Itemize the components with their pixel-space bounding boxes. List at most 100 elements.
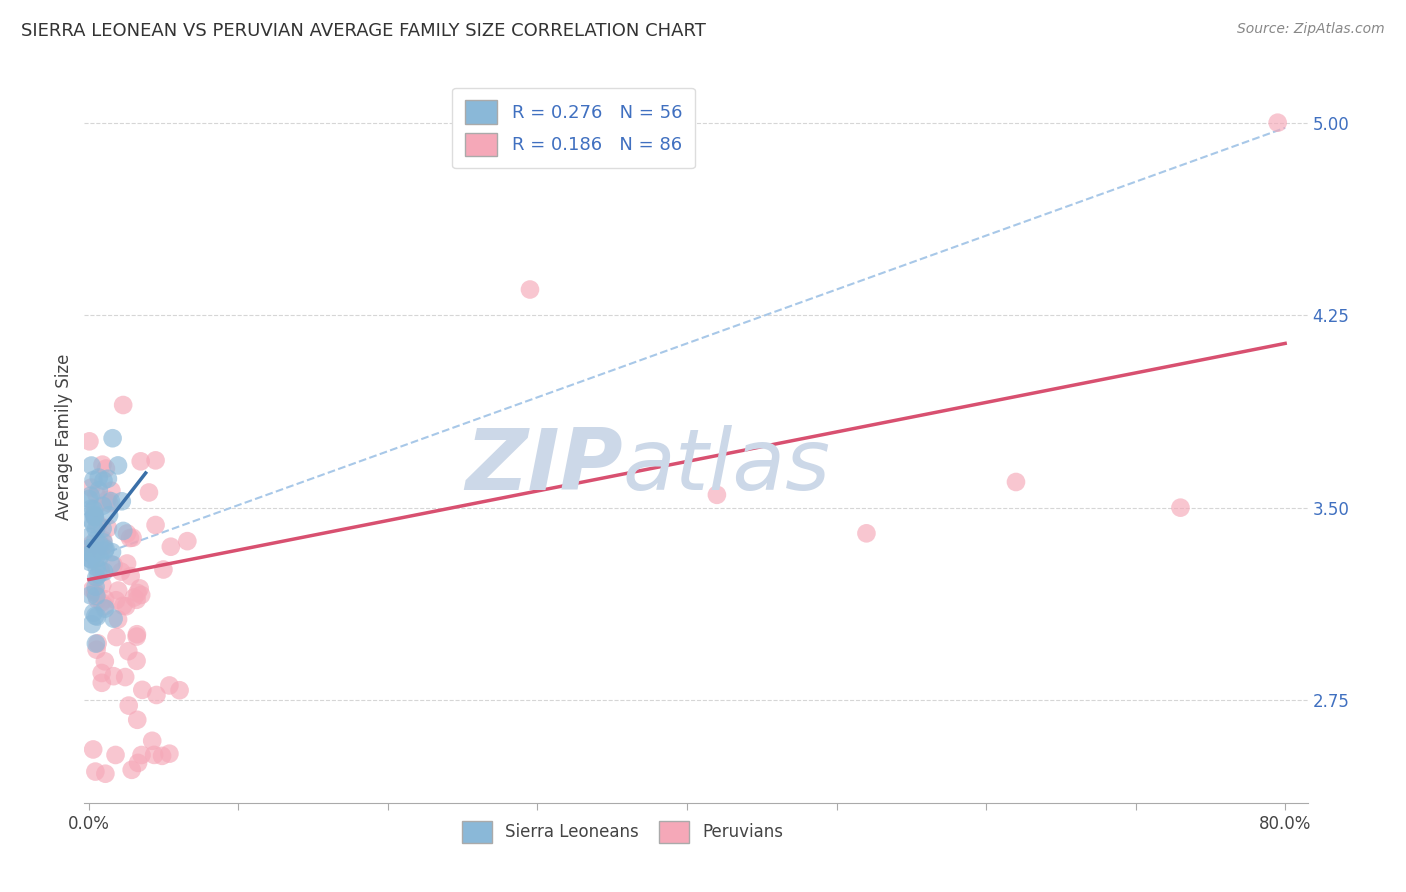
Point (79, 530, 101, 544)
Point (94, 654, 117, 668)
Point (89, 536, 111, 550)
Point (122, 591, 145, 605)
Point (86, 592, 108, 607)
Point (100, 483, 122, 498)
Y-axis label: Average Family Size: Average Family Size (55, 354, 73, 520)
Point (87, 483, 110, 498)
Point (519, 283, 541, 297)
Point (86, 487, 108, 501)
Text: SIERRA LEONEAN VS PERUVIAN AVERAGE FAMILY SIZE CORRELATION CHART: SIERRA LEONEAN VS PERUVIAN AVERAGE FAMIL… (21, 22, 706, 40)
Point (131, 747, 153, 762)
Point (90, 563, 112, 577)
Point (93, 474, 115, 488)
Point (98, 508, 121, 523)
Point (87, 567, 110, 582)
Point (145, 453, 167, 467)
Point (90, 544, 112, 558)
Point (125, 654, 148, 668)
Point (80, 537, 103, 551)
Point (82, 473, 104, 487)
Point (90, 675, 112, 690)
Point (110, 565, 132, 579)
Point (79, 489, 101, 503)
Point (112, 599, 135, 613)
Point (87, 470, 110, 484)
Point (97, 521, 120, 535)
Point (89, 550, 111, 565)
Point (91, 578, 114, 592)
Point (127, 756, 149, 770)
Point (79, 588, 101, 602)
Point (80, 547, 103, 561)
Point (86, 636, 108, 650)
Point (143, 747, 166, 762)
Point (80, 501, 103, 516)
Point (103, 558, 125, 572)
Point (84, 501, 107, 516)
Point (84, 608, 107, 623)
Point (93, 535, 115, 549)
Point (79, 541, 101, 555)
Point (114, 670, 136, 684)
Point (94, 543, 117, 558)
Point (131, 682, 153, 697)
Point (82, 742, 104, 756)
Point (96, 492, 118, 507)
Point (84, 764, 107, 779)
Point (82, 542, 104, 557)
Point (84, 544, 107, 558)
Point (1267, 116, 1289, 130)
Point (100, 494, 122, 508)
Point (80, 458, 103, 473)
Point (855, 526, 877, 541)
Point (107, 458, 129, 473)
Point (125, 630, 148, 644)
Point (127, 586, 149, 600)
Point (112, 524, 135, 538)
Point (91, 458, 114, 472)
Point (152, 562, 174, 576)
Point (94, 766, 117, 780)
Point (86, 609, 108, 624)
Point (117, 644, 139, 658)
Point (94, 592, 117, 607)
Point (176, 534, 198, 549)
Point (111, 494, 134, 508)
Point (91, 522, 114, 536)
Point (101, 545, 124, 559)
Point (138, 485, 160, 500)
Point (77, 541, 100, 556)
Point (125, 592, 148, 607)
Point (118, 531, 141, 545)
Point (104, 747, 127, 762)
Point (82, 582, 104, 597)
Point (125, 627, 148, 641)
Point (84, 533, 107, 548)
Point (107, 612, 129, 626)
Point (82, 606, 104, 620)
Point (84, 547, 107, 561)
Point (91, 539, 114, 553)
Point (98, 496, 121, 510)
Point (86, 570, 108, 584)
Point (121, 763, 143, 777)
Point (80, 481, 103, 495)
Point (115, 526, 138, 541)
Point (77, 491, 100, 506)
Point (150, 748, 173, 763)
Point (706, 488, 728, 502)
Point (112, 398, 135, 412)
Point (145, 518, 167, 533)
Point (82, 517, 104, 532)
Point (107, 583, 129, 598)
Point (100, 558, 122, 572)
Point (80, 617, 103, 632)
Point (94, 541, 117, 556)
Point (127, 713, 149, 727)
Point (120, 569, 142, 583)
Point (105, 630, 128, 644)
Point (118, 698, 141, 713)
Point (84, 580, 107, 594)
Point (101, 431, 124, 445)
Point (94, 461, 117, 475)
